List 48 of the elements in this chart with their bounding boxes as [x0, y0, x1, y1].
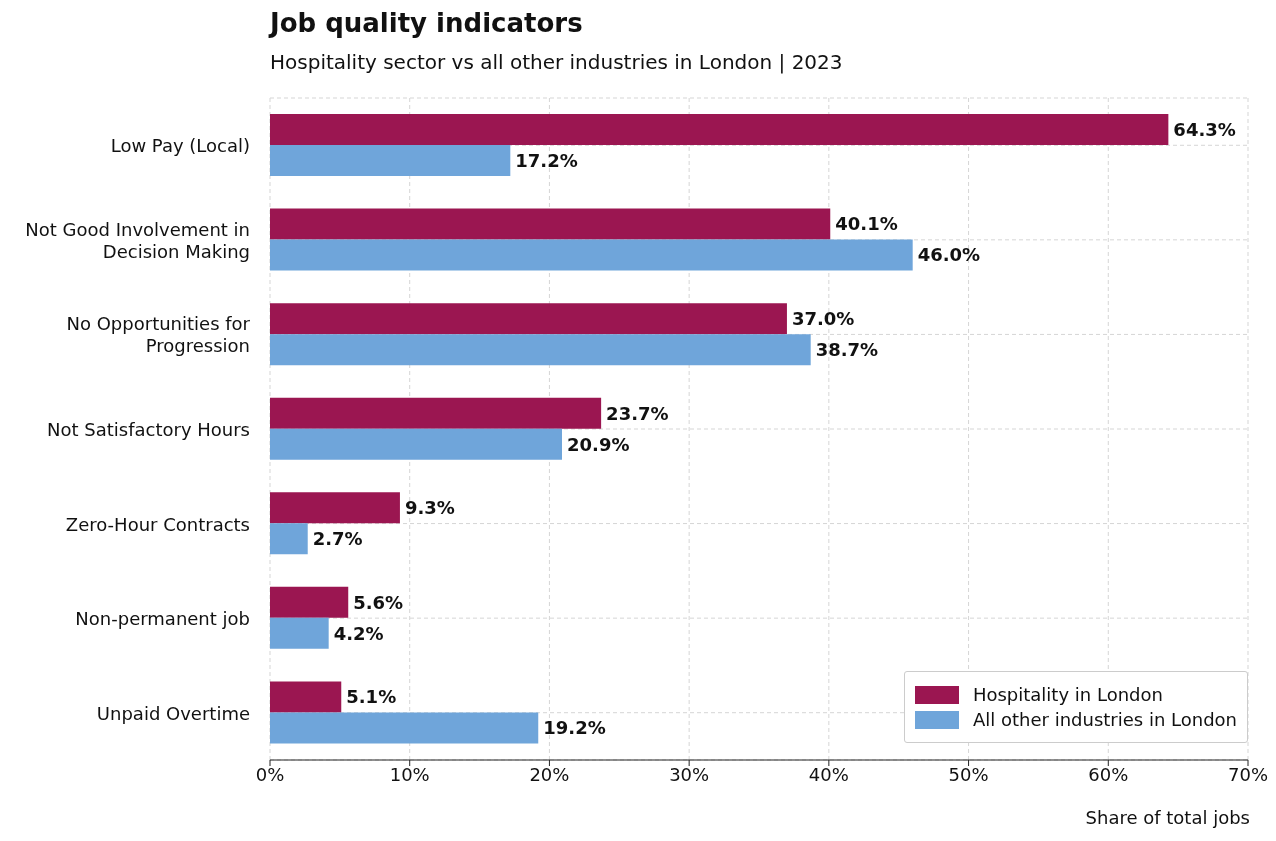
x-tick-label: 30% [669, 763, 710, 785]
x-tick-label: 0% [255, 763, 285, 785]
bar [270, 428, 562, 460]
bar [270, 208, 831, 240]
bar [270, 303, 787, 335]
bar [270, 712, 539, 744]
y-tick-label: Zero-Hour Contracts [65, 513, 250, 535]
y-tick-label: Non-permanent job [75, 607, 250, 629]
data-label: 2.7% [312, 528, 363, 550]
bar [270, 492, 400, 524]
bar [270, 617, 329, 649]
bar [270, 145, 511, 176]
data-label: 5.6% [353, 591, 404, 613]
y-tick-label: Not Good Involvement in Decision Making [25, 218, 250, 262]
chart-title: Job quality indicators [270, 8, 583, 38]
x-tick-label: 50% [948, 763, 989, 785]
x-tick-label: 60% [1088, 763, 1129, 785]
bar [270, 397, 602, 429]
data-label: 17.2% [515, 149, 578, 171]
bar [270, 334, 811, 366]
bar [270, 239, 913, 271]
legend-label: All other industries in London [971, 709, 1237, 730]
data-label: 19.2% [543, 717, 606, 739]
data-label: 4.2% [333, 622, 384, 644]
x-tick-label: 10% [389, 763, 430, 785]
y-tick-label: Unpaid Overtime [96, 702, 250, 724]
x-axis-title: Share of total jobs [1085, 807, 1250, 828]
data-label: 5.1% [346, 686, 397, 708]
x-tick-label: 40% [808, 763, 849, 785]
x-tick-label: 70% [1227, 763, 1269, 785]
x-tick-label: 20% [529, 763, 570, 785]
y-tick-label: No Opportunities for Progression [66, 312, 251, 356]
data-label: 23.7% [606, 402, 669, 424]
bar [270, 586, 349, 618]
y-tick-label: Low Pay (Local) [110, 134, 250, 156]
chart-subtitle: Hospitality sector vs all other industries in London | 2023 [270, 50, 843, 74]
data-label: 37.0% [791, 308, 855, 330]
bar [270, 114, 1169, 145]
data-label: 9.3% [404, 497, 455, 519]
data-label: 40.1% [835, 213, 898, 235]
data-label: 20.9% [567, 433, 630, 455]
bar [270, 523, 308, 555]
y-tick-label: Not Satisfactory Hours [47, 418, 250, 440]
data-label: 64.3% [1173, 118, 1236, 140]
bar [270, 681, 342, 713]
legend-label: Hospitality in London [971, 684, 1164, 705]
data-label: 46.0% [917, 244, 981, 266]
data-label: 38.7% [815, 339, 879, 361]
